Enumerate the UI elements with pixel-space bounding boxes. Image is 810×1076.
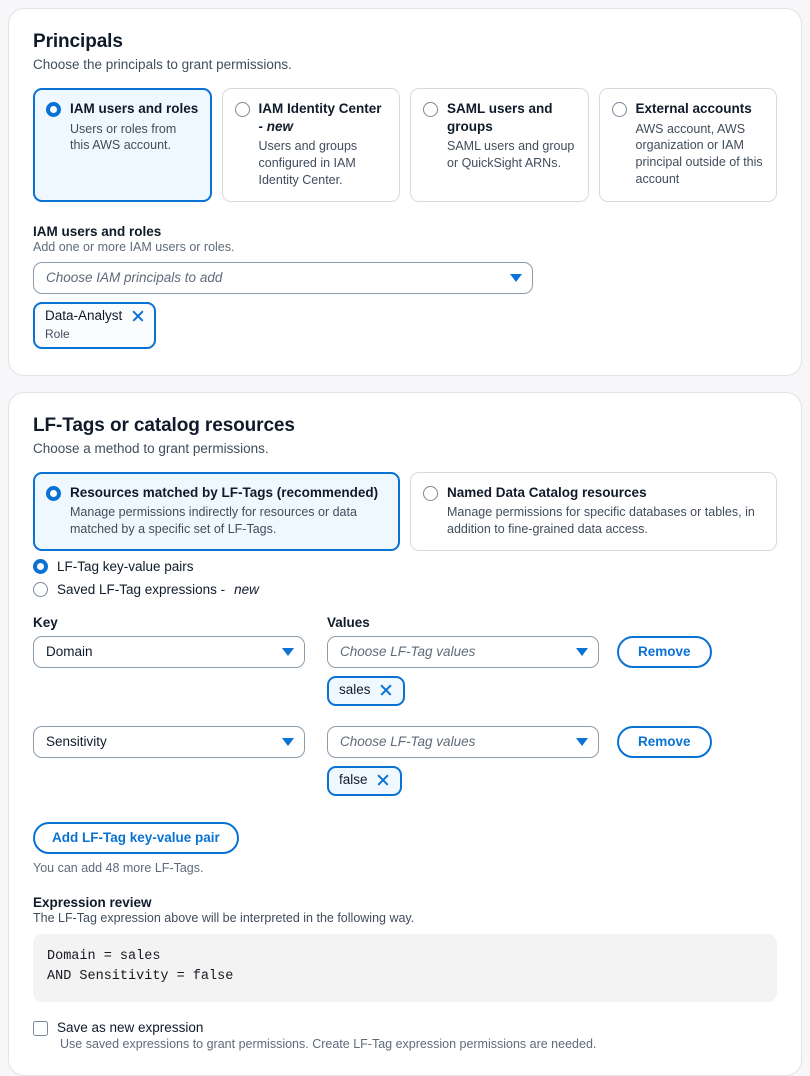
principal-option-iam-users-and-roles[interactable]: IAM users and roles Users or roles from … <box>33 88 212 202</box>
mode-label: LF-Tag key-value pairs <box>57 558 194 574</box>
value-chip-false[interactable]: false <box>327 765 402 796</box>
close-icon[interactable] <box>377 774 390 787</box>
chevron-down-icon[interactable] <box>576 647 588 656</box>
save-expression-description: Use saved expressions to grant permissio… <box>60 1037 597 1052</box>
lftag-row-1: Domain Choose LF-Tag values sales Remove <box>33 635 777 706</box>
key-cell: Domain <box>33 635 305 668</box>
option-description: Manage permissions indirectly for resour… <box>70 505 357 536</box>
remove-button-row-1[interactable]: Remove <box>617 635 712 668</box>
iam-principals-placeholder: Choose IAM principals to add <box>46 270 223 286</box>
option-title: External accounts <box>635 101 752 116</box>
expression-review-title: Expression review <box>33 894 152 910</box>
chevron-down-icon[interactable] <box>576 737 588 746</box>
key-select-domain[interactable]: Domain <box>33 635 305 668</box>
option-description: AWS account, AWS organization or IAM pri… <box>635 121 763 187</box>
lftags-subtitle: Choose a method to grant permissions. <box>33 440 269 456</box>
mode-new-badge: new <box>234 581 259 597</box>
principals-subtitle: Choose the principals to grant permissio… <box>33 57 292 72</box>
lftags-title: LF-Tags or catalog resources <box>33 414 295 436</box>
principal-type-radio-group: IAM users and roles Users or roles from … <box>33 88 777 202</box>
radio-unselected-icon[interactable] <box>33 581 48 597</box>
values-placeholder: Choose LF-Tag values <box>340 644 476 660</box>
expression-review-subtitle: The LF-Tag expression above will be inte… <box>33 910 415 925</box>
principal-option-external-accounts[interactable]: External accounts AWS account, AWS organ… <box>598 88 777 202</box>
chip-label: Data-Analyst <box>45 307 123 323</box>
radio-selected-icon[interactable] <box>46 102 61 117</box>
save-expression-checkbox[interactable] <box>33 1021 48 1037</box>
mode-label: Saved LF-Tag expressions - <box>57 581 226 597</box>
lftags-panel: LF-Tags or catalog resources Choose a me… <box>8 391 802 1076</box>
lftag-row-2: Sensitivity Choose LF-Tag values false R… <box>33 725 777 796</box>
column-header-values: Values <box>327 614 370 630</box>
values-select-row-2[interactable]: Choose LF-Tag values <box>327 725 599 758</box>
iam-principals-field-label: IAM users and roles <box>33 223 162 239</box>
principal-chip-data-analyst[interactable]: Data-Analyst Role <box>33 301 157 349</box>
action-cell: Remove <box>617 725 712 758</box>
radio-unselected-icon[interactable] <box>234 102 250 117</box>
radio-unselected-icon[interactable] <box>423 485 438 501</box>
iam-principals-select[interactable]: Choose IAM principals to add <box>33 261 533 294</box>
column-header-key: Key <box>33 614 58 630</box>
mode-option-saved-expressions[interactable]: Saved LF-Tag expressions - new <box>33 581 777 597</box>
option-title: Named Data Catalog resources <box>447 484 647 500</box>
chip-sublabel: Role <box>45 326 70 341</box>
values-cell: Choose LF-Tag values sales <box>327 635 599 706</box>
close-icon[interactable] <box>131 310 144 323</box>
kv-column-headers: Key Values <box>33 615 777 630</box>
option-title-text: IAM Identity Center <box>258 101 382 116</box>
principal-option-saml-users-and-groups[interactable]: SAML users and groups SAML users and gro… <box>410 88 589 202</box>
chevron-down-icon[interactable] <box>282 737 294 746</box>
save-expression-label: Save as new expression <box>57 1020 204 1036</box>
radio-unselected-icon[interactable] <box>611 102 627 117</box>
radio-selected-icon[interactable] <box>46 485 61 501</box>
expression-review-code: Domain = sales AND Sensitivity = false <box>33 933 777 1003</box>
iam-principals-field-hint: Add one or more IAM users or roles. <box>33 239 235 254</box>
values-select-row-1[interactable]: Choose LF-Tag values <box>327 635 599 668</box>
mode-option-key-value-pairs[interactable]: LF-Tag key-value pairs <box>33 558 777 574</box>
radio-selected-icon[interactable] <box>33 558 48 574</box>
remove-button-row-2[interactable]: Remove <box>617 725 712 758</box>
chip-label: sales <box>339 681 371 697</box>
option-title: IAM Identity Center - new <box>259 100 388 135</box>
values-cell: Choose LF-Tag values false <box>327 725 599 796</box>
option-title: Resources matched by LF-Tags (recommende… <box>70 484 379 500</box>
option-title-new-badge: - new <box>258 118 294 134</box>
principals-title: Principals <box>33 31 123 52</box>
method-option-named-data-catalog-resources[interactable]: Named Data Catalog resources Manage perm… <box>410 471 777 551</box>
chip-label: false <box>339 771 368 787</box>
lftags-method-radio-group: Resources matched by LF-Tags (recommende… <box>33 471 777 551</box>
add-lftag-key-value-pair-button[interactable]: Add LF-Tag key-value pair <box>33 821 239 854</box>
key-cell: Sensitivity <box>33 725 305 758</box>
principal-option-iam-identity-center[interactable]: IAM Identity Center - new Users and group… <box>221 88 400 202</box>
option-description: SAML users and group or QuickSight ARNs. <box>447 139 575 170</box>
key-select-value: Domain <box>46 644 93 660</box>
method-option-resources-matched-by-lftags[interactable]: Resources matched by LF-Tags (recommende… <box>33 471 400 551</box>
chevron-down-icon[interactable] <box>510 273 522 282</box>
save-as-new-expression-row[interactable]: Save as new expression Use saved express… <box>33 1020 777 1051</box>
radio-unselected-icon[interactable] <box>423 102 438 117</box>
add-lftag-hint: You can add 48 more LF-Tags. <box>33 860 204 875</box>
chevron-down-icon[interactable] <box>282 647 294 656</box>
option-description: Manage permissions for specific database… <box>447 505 755 536</box>
value-chip-sales[interactable]: sales <box>327 675 405 706</box>
key-select-value: Sensitivity <box>46 734 107 750</box>
principals-panel: Principals Choose the principals to gran… <box>8 8 802 376</box>
option-title: SAML users and groups <box>447 101 553 134</box>
option-title: IAM users and roles <box>70 101 199 116</box>
option-description: Users and groups configured in IAM Ident… <box>258 139 358 187</box>
option-description: Users or roles from this AWS account. <box>70 121 177 153</box>
key-select-sensitivity[interactable]: Sensitivity <box>33 725 305 758</box>
action-cell: Remove <box>617 635 712 668</box>
values-placeholder: Choose LF-Tag values <box>340 734 476 750</box>
close-icon[interactable] <box>380 684 393 697</box>
